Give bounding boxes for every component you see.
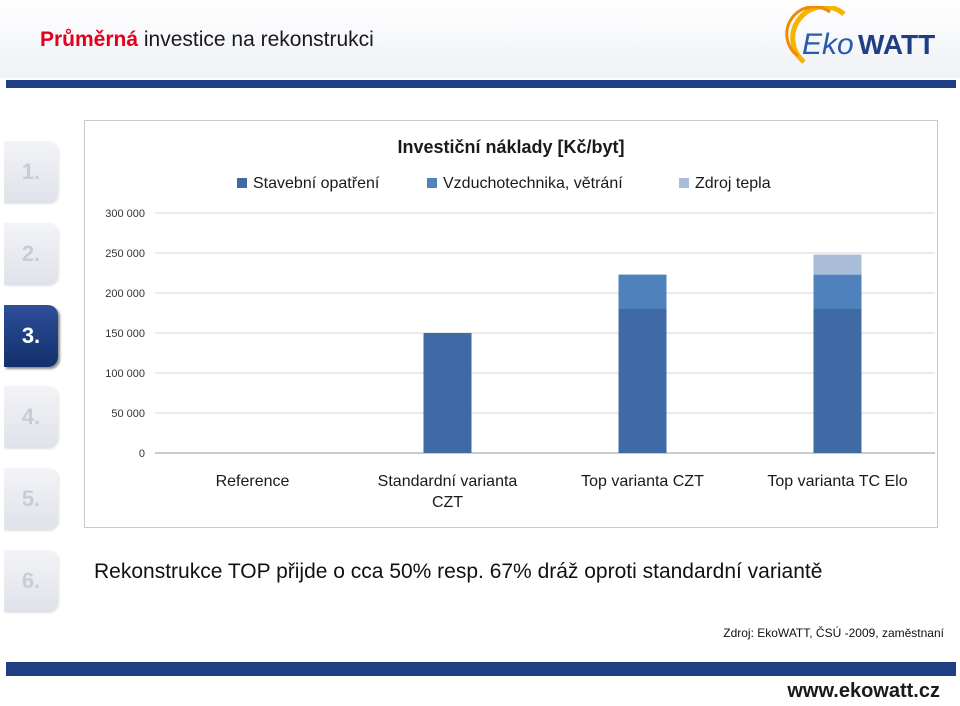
nav-item-1[interactable]: 1.: [4, 141, 58, 203]
bar-segment: [813, 274, 862, 309]
nav-item-3[interactable]: 3.: [4, 305, 58, 367]
nav-item-label: 6.: [21, 568, 41, 593]
chart-x-axis: Reference Standardní varianta CZT Top varia…: [216, 473, 908, 511]
bar-segment: [813, 254, 862, 275]
bar-segment: [618, 274, 667, 309]
footer-url[interactable]: www.ekowatt.cz: [787, 680, 940, 702]
title-highlight: Průměrná: [40, 28, 139, 51]
chart-y-axis: 0 50 000 100 000 150 000 200 000 250 000 300 0…: [105, 208, 145, 460]
x-tick-label: Reference: [216, 473, 290, 490]
bar-segment: [618, 309, 667, 453]
legend-swatch: [427, 178, 437, 188]
x-tick-label: Top varianta CZT: [581, 473, 704, 490]
x-tick-label: Standardní varianta: [378, 473, 518, 490]
bar-segment: [423, 333, 472, 453]
bar-segment: [813, 309, 862, 453]
chart-frame: Investiční náklady [Kč/byt] Stavební opa…: [84, 120, 938, 528]
legend-label: Vzduchotechnika, větrání: [443, 175, 623, 192]
logo-text-watt: WATT: [858, 29, 935, 60]
logo-text-eko: Eko: [802, 28, 854, 61]
chart-legend: Stavební opatření Vzduchotechnika, větrán…: [237, 175, 771, 192]
nav-item-6[interactable]: 6.: [4, 550, 58, 612]
y-tick-label: 200 000: [105, 288, 145, 300]
title-rest: investice na rekonstrukci: [138, 28, 374, 51]
sun-icon: [785, 6, 846, 64]
slide-title: Průměrná investice na rekonstrukci: [40, 28, 374, 52]
nav-item-label: 3.: [21, 323, 41, 348]
stacked-bar-chart: Investiční náklady [Kč/byt] Stavební opa…: [105, 137, 935, 511]
y-tick-label: 0: [139, 448, 145, 460]
summary-statement: Rekonstrukce TOP přijde o cca 50% resp. …: [94, 560, 823, 583]
y-tick-label: 250 000: [105, 248, 145, 260]
source-note: Zdroj: EkoWATT, ČSÚ -2009, zaměstnaní: [723, 626, 944, 640]
nav-item-2[interactable]: 2.: [4, 223, 58, 285]
legend-label: Zdroj tepla: [695, 175, 771, 192]
nav-item-5[interactable]: 5.: [4, 468, 58, 530]
ekowatt-logo: Eko WATT: [785, 6, 935, 64]
x-tick-label: CZT: [432, 494, 463, 511]
legend-swatch: [237, 178, 247, 188]
slide-header: Průměrná investice na rekonstrukci Eko W…: [0, 0, 960, 78]
legend-swatch: [679, 178, 689, 188]
legend-label: Stavební opatření: [253, 175, 380, 192]
nav-item-label: 1.: [21, 159, 41, 184]
nav-item-4[interactable]: 4.: [4, 386, 58, 448]
footer-bar: [6, 662, 956, 676]
header-divider: [6, 80, 956, 88]
y-tick-label: 50 000: [111, 408, 145, 420]
chart-gridlines: [155, 212, 935, 454]
nav-item-label: 2.: [21, 241, 41, 266]
y-tick-label: 100 000: [105, 368, 145, 380]
y-tick-label: 300 000: [105, 208, 145, 220]
chart-bars: [423, 254, 862, 453]
y-tick-label: 150 000: [105, 328, 145, 340]
nav-item-label: 5.: [21, 486, 41, 511]
chart-title: Investiční náklady [Kč/byt]: [397, 137, 624, 157]
nav-item-label: 4.: [21, 404, 41, 429]
x-tick-label: Top varianta TC Elo: [767, 473, 907, 490]
